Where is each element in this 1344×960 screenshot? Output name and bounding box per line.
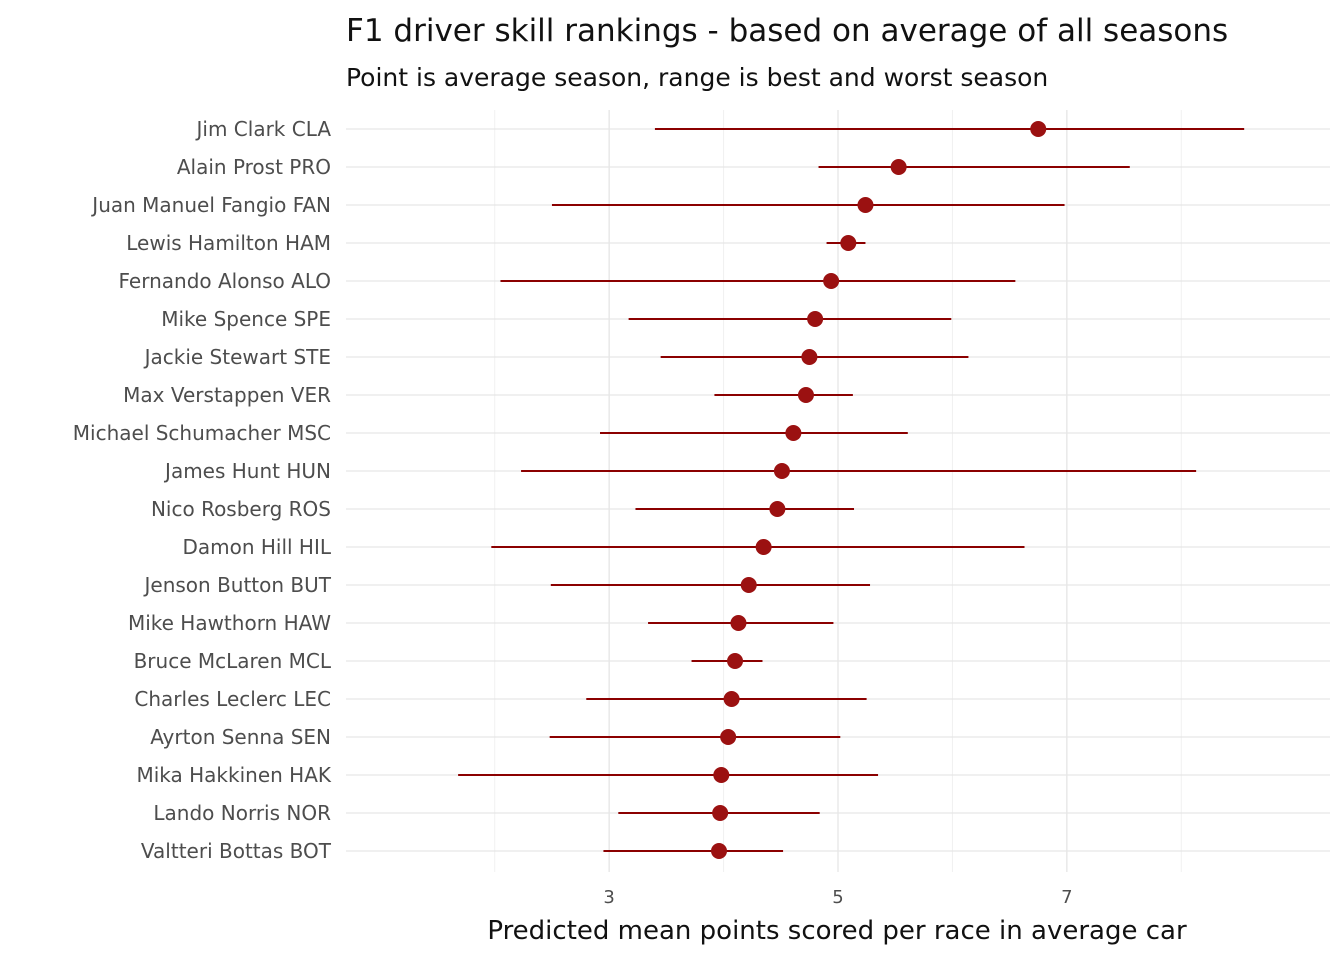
- mean-point: [840, 235, 857, 251]
- driver-label: Damon Hill HIL: [182, 535, 331, 559]
- x-tick-label: 3: [603, 887, 614, 908]
- driver-label: James Hunt HUN: [163, 459, 331, 483]
- x-tick-label: 7: [1061, 887, 1072, 908]
- driver-label: Lando Norris NOR: [153, 801, 331, 825]
- driver-label: Michael Schumacher MSC: [73, 421, 331, 445]
- mean-point: [723, 691, 740, 707]
- driver-label: Max Verstappen VER: [123, 383, 331, 407]
- driver-label: Jim Clark CLA: [195, 117, 332, 141]
- x-tick-label: 5: [832, 887, 843, 908]
- driver-label: Jenson Button BUT: [143, 573, 332, 597]
- mean-point: [712, 805, 729, 821]
- x-axis-ticks: 3 5 7: [603, 887, 1072, 908]
- driver-label: Bruce McLaren MCL: [134, 649, 332, 673]
- mean-point: [740, 577, 757, 593]
- driver-label: Jackie Stewart STE: [143, 345, 331, 369]
- mean-point: [720, 729, 737, 745]
- driver-label: Ayrton Senna SEN: [150, 725, 331, 749]
- mean-point: [730, 615, 747, 631]
- mean-point: [713, 767, 730, 783]
- grid: [346, 110, 1330, 872]
- mean-point: [890, 159, 907, 175]
- mean-point: [711, 843, 728, 859]
- mean-point: [769, 501, 786, 517]
- driver-label: Mike Spence SPE: [161, 307, 331, 331]
- driver-label: Fernando Alonso ALO: [119, 269, 332, 293]
- driver-label: Mike Hawthorn HAW: [128, 611, 331, 635]
- mean-point: [797, 387, 814, 403]
- mean-point: [801, 349, 818, 365]
- mean-point: [773, 463, 790, 479]
- mean-points: [711, 121, 1047, 859]
- y-axis-labels: Jim Clark CLA Alain Prost PRO Juan Manuel …: [73, 117, 332, 863]
- mean-point: [727, 653, 744, 669]
- driver-label: Valtteri Bottas BOT: [141, 839, 332, 863]
- driver-label: Lewis Hamilton HAM: [126, 231, 331, 255]
- x-axis-label: Predicted mean points scored per race in…: [487, 916, 1187, 946]
- chart-title: F1 driver skill rankings - based on aver…: [346, 13, 1228, 49]
- mean-point: [823, 273, 840, 289]
- driver-label: Charles Leclerc LEC: [134, 687, 331, 711]
- mean-point: [807, 311, 824, 327]
- mean-point: [785, 425, 802, 441]
- mean-point: [755, 539, 772, 555]
- driver-label: Juan Manuel Fangio FAN: [90, 193, 331, 217]
- driver-label: Mika Hakkinen HAK: [136, 763, 331, 787]
- mean-point: [1030, 121, 1047, 137]
- driver-label: Alain Prost PRO: [177, 155, 331, 179]
- driver-label: Nico Rosberg ROS: [151, 497, 331, 521]
- chart-subtitle: Point is average season, range is best a…: [346, 63, 1048, 92]
- mean-point: [857, 197, 874, 213]
